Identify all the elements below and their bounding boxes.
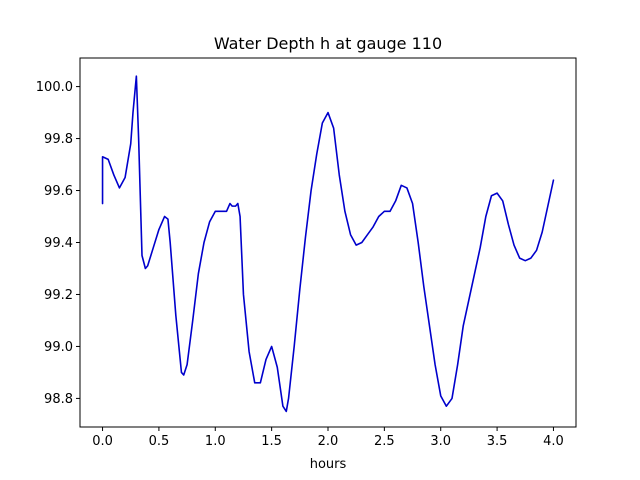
y-tick-label: 99.4 (44, 236, 73, 251)
y-axis: 98.8 99.0 99.2 99.4 99.6 99.8 100.0 (36, 80, 80, 407)
y-tick-label: 100.0 (36, 80, 73, 95)
y-tick-label: 99.2 (44, 288, 73, 303)
x-tick-label: 0.5 (149, 434, 170, 449)
x-tick-label: 4.0 (543, 434, 564, 449)
x-tick-label: 2.0 (318, 434, 339, 449)
y-tick-label: 99.0 (44, 340, 73, 355)
x-axis: 0.0 0.5 1.0 1.5 2.0 2.5 3.0 3.5 4.0 (92, 427, 564, 449)
x-tick-label: 0.0 (92, 434, 113, 449)
x-tick-label: 3.0 (430, 434, 451, 449)
x-tick-label: 3.5 (487, 434, 508, 449)
x-tick-label: 1.0 (205, 434, 226, 449)
x-tick-label: 1.5 (261, 434, 282, 449)
chart-title: Water Depth h at gauge 110 (214, 34, 442, 53)
series-line-0 (101, 75, 555, 413)
plot-area (101, 75, 555, 413)
x-axis-label: hours (310, 457, 347, 472)
y-tick-label: 99.8 (44, 132, 73, 147)
x-tick-label: 2.5 (374, 434, 395, 449)
y-tick-label: 99.6 (44, 184, 73, 199)
y-tick-label: 98.8 (44, 392, 73, 407)
